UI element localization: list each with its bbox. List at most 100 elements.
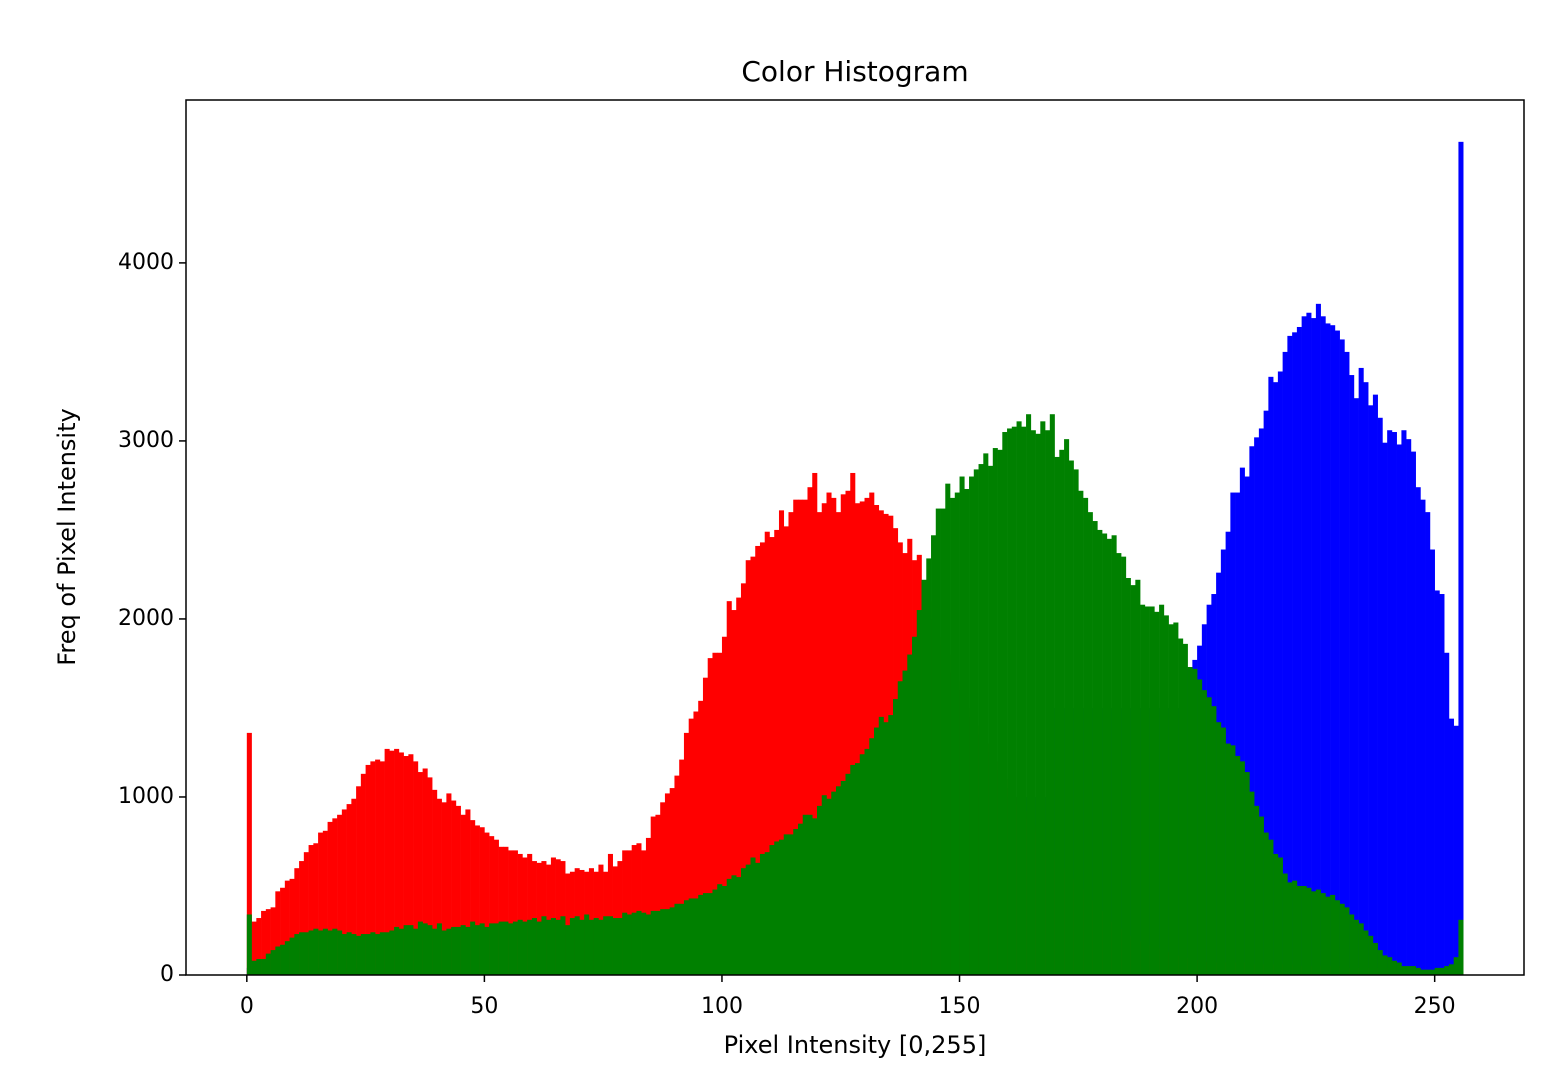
bar xyxy=(327,930,333,975)
bar xyxy=(527,919,533,975)
bar xyxy=(474,825,480,975)
bar xyxy=(565,925,571,975)
bar xyxy=(1349,375,1355,975)
bar xyxy=(1311,891,1317,975)
bar xyxy=(954,492,960,975)
bar xyxy=(598,864,604,975)
bar xyxy=(1049,414,1055,975)
bar xyxy=(417,772,423,975)
bar xyxy=(1368,935,1374,975)
bar xyxy=(935,508,941,975)
bar xyxy=(332,818,338,975)
bar xyxy=(1330,325,1336,975)
bar xyxy=(655,814,661,975)
bar xyxy=(1016,421,1022,975)
bar xyxy=(337,930,343,975)
bar xyxy=(1163,615,1169,975)
bar xyxy=(1410,451,1416,975)
bar xyxy=(840,494,846,975)
bar xyxy=(251,921,257,975)
bar xyxy=(802,499,808,975)
bar xyxy=(1249,446,1255,975)
bar xyxy=(265,909,271,975)
bar xyxy=(1434,967,1440,975)
bar xyxy=(698,894,704,975)
bar xyxy=(645,837,651,975)
bar xyxy=(912,636,918,975)
bar xyxy=(717,884,723,975)
bar xyxy=(1254,805,1260,975)
bar xyxy=(460,925,466,975)
bar xyxy=(522,857,528,975)
bar xyxy=(1306,887,1312,975)
bar xyxy=(455,805,461,975)
bar xyxy=(750,857,756,975)
bar xyxy=(584,914,590,975)
bar xyxy=(370,932,376,975)
bar xyxy=(398,928,404,975)
bar xyxy=(859,754,865,975)
bar xyxy=(1406,966,1412,975)
bar xyxy=(1149,606,1155,975)
bar xyxy=(1239,761,1245,975)
bar xyxy=(793,499,799,975)
bar xyxy=(1320,316,1326,975)
bar xyxy=(845,490,851,975)
bar xyxy=(712,652,718,975)
bar xyxy=(802,814,808,975)
bar xyxy=(721,885,728,975)
bar xyxy=(916,610,922,975)
bar xyxy=(261,910,267,975)
bar xyxy=(1363,930,1369,975)
bar xyxy=(1448,964,1454,975)
bar xyxy=(1254,437,1260,975)
bar xyxy=(1040,421,1046,975)
bar xyxy=(1030,430,1036,975)
bar xyxy=(612,918,618,975)
bar xyxy=(484,832,490,975)
bar xyxy=(546,864,552,975)
bar xyxy=(275,891,281,975)
bar xyxy=(641,912,647,975)
bar xyxy=(1244,772,1250,975)
bar xyxy=(740,583,747,975)
bar xyxy=(778,839,785,975)
bar xyxy=(299,861,305,975)
bar xyxy=(550,857,556,975)
bar xyxy=(1458,141,1464,976)
bar xyxy=(826,798,832,975)
bar xyxy=(907,654,913,975)
bar xyxy=(579,919,585,975)
bar xyxy=(1249,791,1255,975)
bar xyxy=(1325,896,1331,975)
bar xyxy=(1045,430,1051,975)
bar xyxy=(1406,439,1412,975)
bar xyxy=(931,535,937,975)
bar xyxy=(755,862,761,975)
bar xyxy=(1349,914,1355,975)
bar xyxy=(1220,727,1226,975)
bar xyxy=(432,789,438,975)
bar xyxy=(1301,885,1307,975)
bar xyxy=(626,850,632,975)
bar xyxy=(550,918,556,975)
bar xyxy=(973,469,979,975)
bar xyxy=(855,503,861,975)
bar xyxy=(1140,604,1146,975)
bar xyxy=(1377,417,1383,975)
bar xyxy=(322,830,328,975)
bar xyxy=(645,914,651,975)
bar xyxy=(797,823,804,975)
bar xyxy=(688,718,694,975)
bar xyxy=(598,919,604,975)
bar xyxy=(736,597,742,975)
bar xyxy=(769,845,775,975)
bar xyxy=(869,738,875,975)
bar xyxy=(726,878,732,975)
bar xyxy=(1353,398,1359,975)
bar xyxy=(964,488,970,975)
bar xyxy=(1453,725,1459,975)
bar xyxy=(855,763,861,975)
bar xyxy=(693,898,699,975)
bar xyxy=(1073,469,1079,975)
